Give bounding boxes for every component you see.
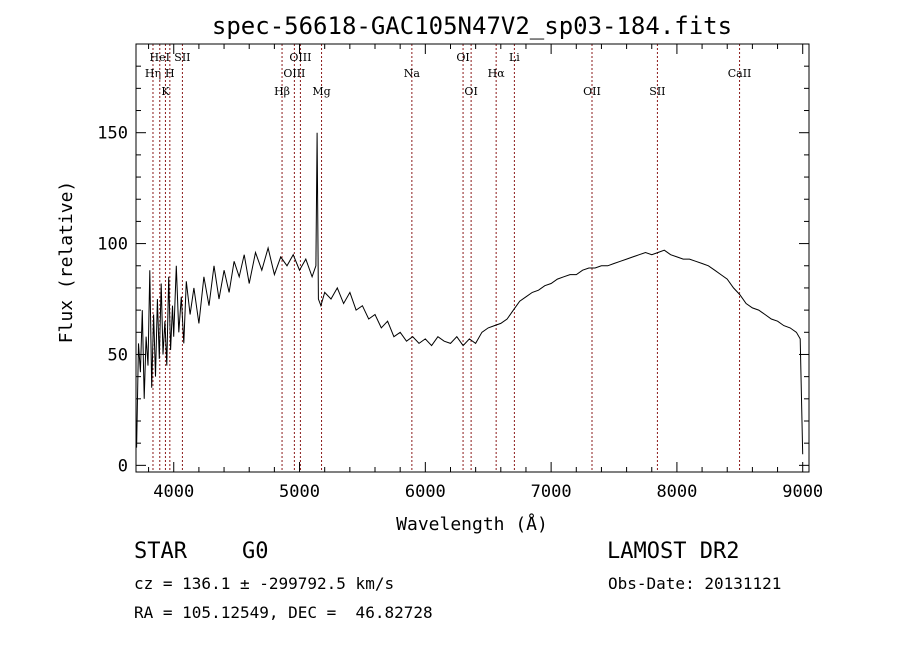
line-label-16: CaII [728,67,752,80]
line-label-9: Na [404,67,421,80]
y-tick-label: 100 [97,235,128,255]
x-tick-label: 7000 [531,482,572,502]
coordinates: RA = 105.12549, DEC = 46.82728 [134,603,433,622]
object-subclass: G0 [242,539,269,564]
line-label-0: Hη [145,67,161,80]
line-label-11: OI [464,85,477,98]
line-label-14: OII [583,85,601,98]
line-label-5: Hβ [274,85,290,98]
line-label-2: K [161,85,170,98]
line-label-13: Li [509,51,520,64]
line-label-4: SII [174,51,190,64]
object-class: STAR [134,539,187,564]
line-label-1: HeI [150,51,170,64]
x-tick-label: 9000 [782,482,823,502]
chart-title: spec-56618-GAC105N47V2_sp03-184.fits [212,12,732,40]
line-label-12: Hα [488,67,506,80]
y-tick-label: 0 [118,456,128,476]
x-axis-label: Wavelength (Å) [396,513,548,535]
line-label-15: SII [649,85,665,98]
spectrum-line [136,132,804,455]
y-tick-label: 50 [108,345,128,365]
line-label-10: OI [456,51,469,64]
y-axis: 0 50 100 150 [97,65,809,476]
y-axis-label: Flux (relative) [56,181,77,344]
line-label-7: OIII [289,51,311,64]
line-label-3: H [165,67,175,80]
obs-date: Obs-Date: 20131121 [608,574,782,593]
x-tick-label: 4000 [153,482,194,502]
x-tick-label: 5000 [279,482,320,502]
line-label-6: OIII [283,67,305,80]
velocity-readout: cz = 136.1 ± -299792.5 km/s [134,574,395,593]
survey-name: LAMOST DR2 [607,539,740,564]
line-label-8: Mg [312,85,330,98]
x-axis: 4000 5000 6000 7000 8000 9000 [148,44,823,502]
y-tick-label: 150 [97,124,128,144]
x-tick-label: 8000 [656,482,697,502]
plot-frame [135,43,810,473]
x-tick-label: 6000 [405,482,446,502]
